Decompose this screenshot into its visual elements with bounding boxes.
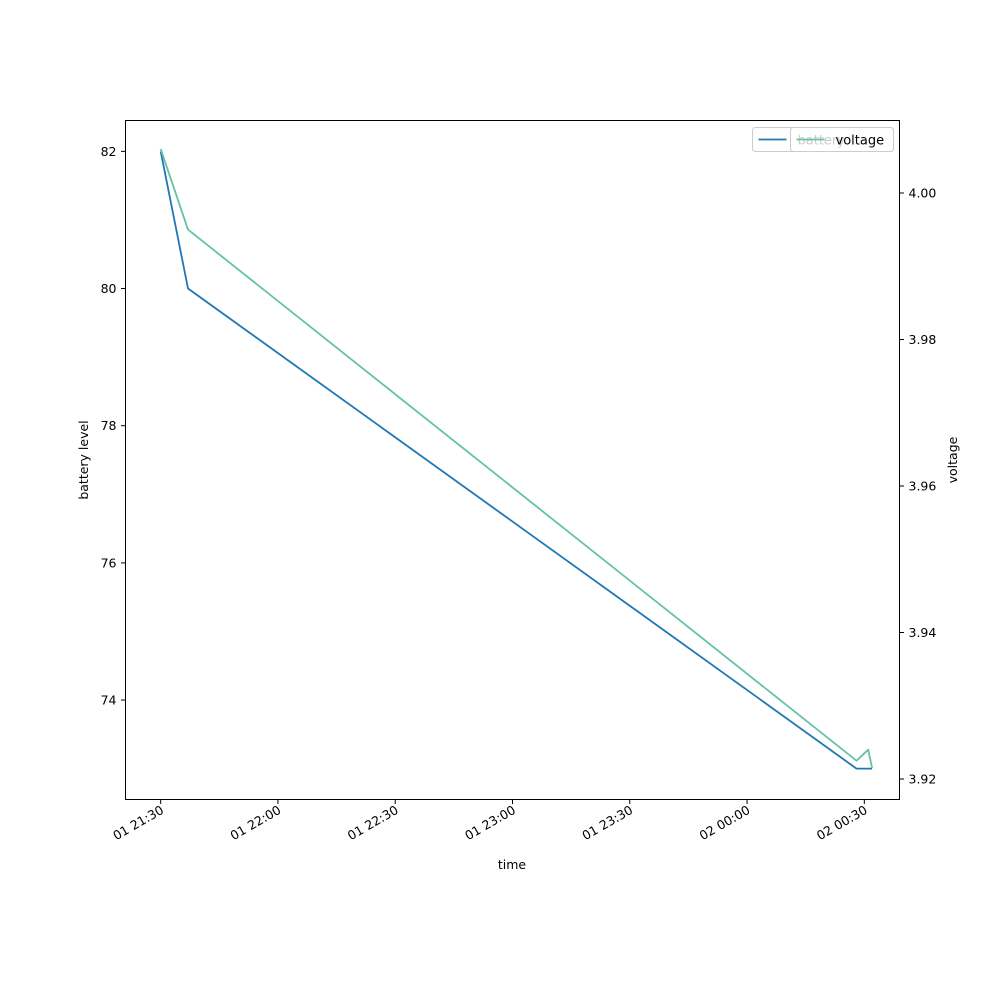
series-lines: [159, 148, 873, 770]
x-axis-label: time: [498, 857, 527, 872]
x-tick-label: 02 00:30: [814, 802, 870, 843]
right-y-axis-label: voltage: [945, 436, 960, 483]
legend-label-voltage: voltage: [836, 134, 885, 149]
left-y-tick-label: 74: [101, 693, 117, 708]
right-y-tick-label: 4.00: [909, 186, 937, 201]
x-tick-label: 01 23:00: [462, 802, 518, 843]
plot-frame: [125, 120, 900, 800]
right-y-axis-ticks: 3.92 3.94 3.96 3.98 4.00: [899, 186, 937, 786]
right-y-tick-label: 3.98: [909, 332, 937, 347]
left-y-tick-label: 78: [101, 418, 117, 433]
right-y-tick-label: 3.92: [909, 771, 937, 786]
legend-box: [790, 127, 894, 152]
left-y-tick-label: 80: [101, 281, 117, 296]
left-y-axis-label: battery level: [76, 420, 91, 499]
x-tick-label: 02 00:00: [697, 802, 753, 843]
right-y-tick-label: 3.96: [909, 479, 937, 494]
left-y-tick-label: 82: [101, 144, 117, 159]
x-tick-label: 01 23:30: [579, 802, 635, 843]
series-line-voltage: [159, 148, 873, 769]
legend-voltage: voltage: [790, 127, 894, 152]
left-y-tick-label: 76: [101, 555, 117, 570]
right-y-tick-label: 3.94: [909, 625, 937, 640]
series-line-battery: [159, 151, 873, 770]
x-tick-label: 01 22:30: [345, 802, 401, 843]
x-tick-label: 01 21:30: [110, 802, 166, 843]
left-y-axis-ticks: 74 76 78 80 82: [101, 144, 126, 708]
x-tick-label: 01 22:00: [228, 802, 284, 843]
x-axis-ticks: 01 21:30 01 22:00 01 22:30 01 23:00 01 23:30…: [110, 799, 870, 843]
